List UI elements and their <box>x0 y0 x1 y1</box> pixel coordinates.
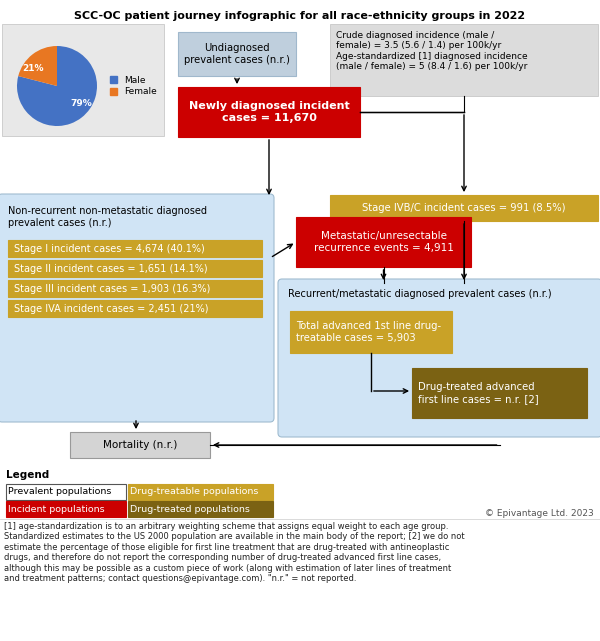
Text: Stage III incident cases = 1,903 (16.3%): Stage III incident cases = 1,903 (16.3%) <box>14 283 211 294</box>
Text: Recurrent/metastatic diagnosed prevalent cases (n.r.): Recurrent/metastatic diagnosed prevalent… <box>288 289 551 299</box>
Bar <box>2 24 164 136</box>
Bar <box>178 32 296 76</box>
Text: Stage II incident cases = 1,651 (14.1%): Stage II incident cases = 1,651 (14.1%) <box>14 263 208 274</box>
Text: Non-recurrent non-metastatic diagnosed
prevalent cases (n.r.): Non-recurrent non-metastatic diagnosed p… <box>8 206 207 228</box>
Text: Incident populations: Incident populations <box>8 504 104 513</box>
Bar <box>330 24 598 96</box>
Text: Stage I incident cases = 4,674 (40.1%): Stage I incident cases = 4,674 (40.1%) <box>14 244 205 253</box>
Text: Prevalent populations: Prevalent populations <box>8 488 112 497</box>
Bar <box>128 484 273 500</box>
Text: © Epivantage Ltd. 2023: © Epivantage Ltd. 2023 <box>485 508 594 517</box>
Text: Drug-treated populations: Drug-treated populations <box>130 504 250 513</box>
Bar <box>296 217 471 267</box>
Wedge shape <box>18 46 57 86</box>
Bar <box>330 195 598 221</box>
Bar <box>8 280 262 297</box>
Text: 79%: 79% <box>70 99 92 108</box>
Text: SCC-OC patient journey infographic for all race-ethnicity groups in 2022: SCC-OC patient journey infographic for a… <box>74 11 526 21</box>
Text: Mortality (n.r.): Mortality (n.r.) <box>103 440 177 450</box>
Text: Metastatic/unresectable
recurrence events = 4,911: Metastatic/unresectable recurrence event… <box>314 231 454 253</box>
Text: Total advanced 1st line drug-
treatable cases = 5,903: Total advanced 1st line drug- treatable … <box>296 321 441 343</box>
Text: Drug-treatable populations: Drug-treatable populations <box>130 488 259 497</box>
Text: Undiagnosed
prevalent cases (n.r.): Undiagnosed prevalent cases (n.r.) <box>184 43 290 65</box>
Bar <box>412 368 587 418</box>
Text: Drug-treated advanced
first line cases = n.r. [2]: Drug-treated advanced first line cases =… <box>418 382 539 404</box>
Bar <box>178 87 360 137</box>
Bar <box>6 501 126 517</box>
Bar <box>8 300 262 317</box>
Bar <box>128 501 273 517</box>
Bar <box>8 260 262 277</box>
Text: Crude diagnosed incidence (male /
female) = 3.5 (5.6 / 1.4) per 100k/yr
Age-stan: Crude diagnosed incidence (male / female… <box>336 31 527 71</box>
Bar <box>70 432 210 458</box>
FancyBboxPatch shape <box>0 194 274 422</box>
FancyBboxPatch shape <box>278 279 600 437</box>
Text: Newly diagnosed incident
cases = 11,670: Newly diagnosed incident cases = 11,670 <box>188 101 349 123</box>
Text: Stage IVA incident cases = 2,451 (21%): Stage IVA incident cases = 2,451 (21%) <box>14 303 209 313</box>
Wedge shape <box>17 46 97 126</box>
Text: [1] age-standardization is to an arbitrary weighting scheme that assigns equal w: [1] age-standardization is to an arbitra… <box>4 522 464 583</box>
Legend: Male, Female: Male, Female <box>107 72 161 100</box>
Text: Legend: Legend <box>6 470 49 480</box>
Bar <box>8 240 262 257</box>
Bar <box>6 484 126 500</box>
Text: 21%: 21% <box>22 64 44 73</box>
Text: Stage IVB/C incident cases = 991 (8.5%): Stage IVB/C incident cases = 991 (8.5%) <box>362 203 566 213</box>
Bar <box>290 311 452 353</box>
